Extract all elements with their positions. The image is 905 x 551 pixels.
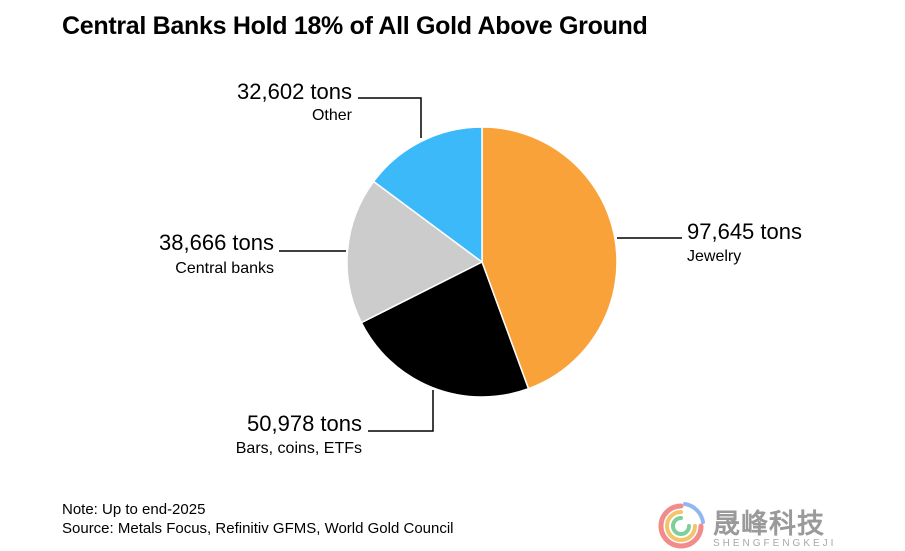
value-label-other: 32,602 tons: [237, 79, 352, 104]
pie-slices: [346, 126, 618, 398]
leader-line-other: [358, 97, 422, 138]
pie-slice-other: [372, 126, 483, 264]
pie-slice-jewelry: [481, 126, 618, 390]
pie-slice-bars-coins-etfs: [360, 260, 530, 398]
watermark-subtitle: SHENGFENGKEJI: [713, 538, 837, 549]
chart-notes: Note: Up to end-2025 Source: Metals Focu…: [62, 500, 454, 538]
watermark-logo-icon: [658, 502, 705, 549]
category-label-jewelry: Jewelry: [687, 248, 741, 265]
category-label-central-banks: Central banks: [175, 260, 274, 277]
value-label-jewelry: 97,645 tons: [687, 219, 802, 244]
chart-title: Central Banks Hold 18% of All Gold Above…: [62, 12, 648, 40]
category-label-bars-coins-etfs: Bars, coins, ETFs: [236, 440, 362, 457]
pie-slice-central-banks: [346, 180, 484, 324]
category-label-other: Other: [312, 107, 353, 124]
value-label-central-banks: 38,666 tons: [159, 230, 274, 255]
watermark: 晟峰科技 SHENGFENGKEJI: [655, 500, 855, 550]
leader-lines: [279, 97, 682, 432]
note-text: Note: Up to end-2025: [62, 501, 206, 518]
watermark-name: 晟峰科技: [713, 509, 825, 540]
value-label-bars-coins-etfs: 50,978 tons: [247, 411, 362, 436]
source-text: Source: Metals Focus, Refinitiv GFMS, Wo…: [62, 520, 454, 537]
leader-line-bars-coins-etfs: [368, 390, 434, 432]
